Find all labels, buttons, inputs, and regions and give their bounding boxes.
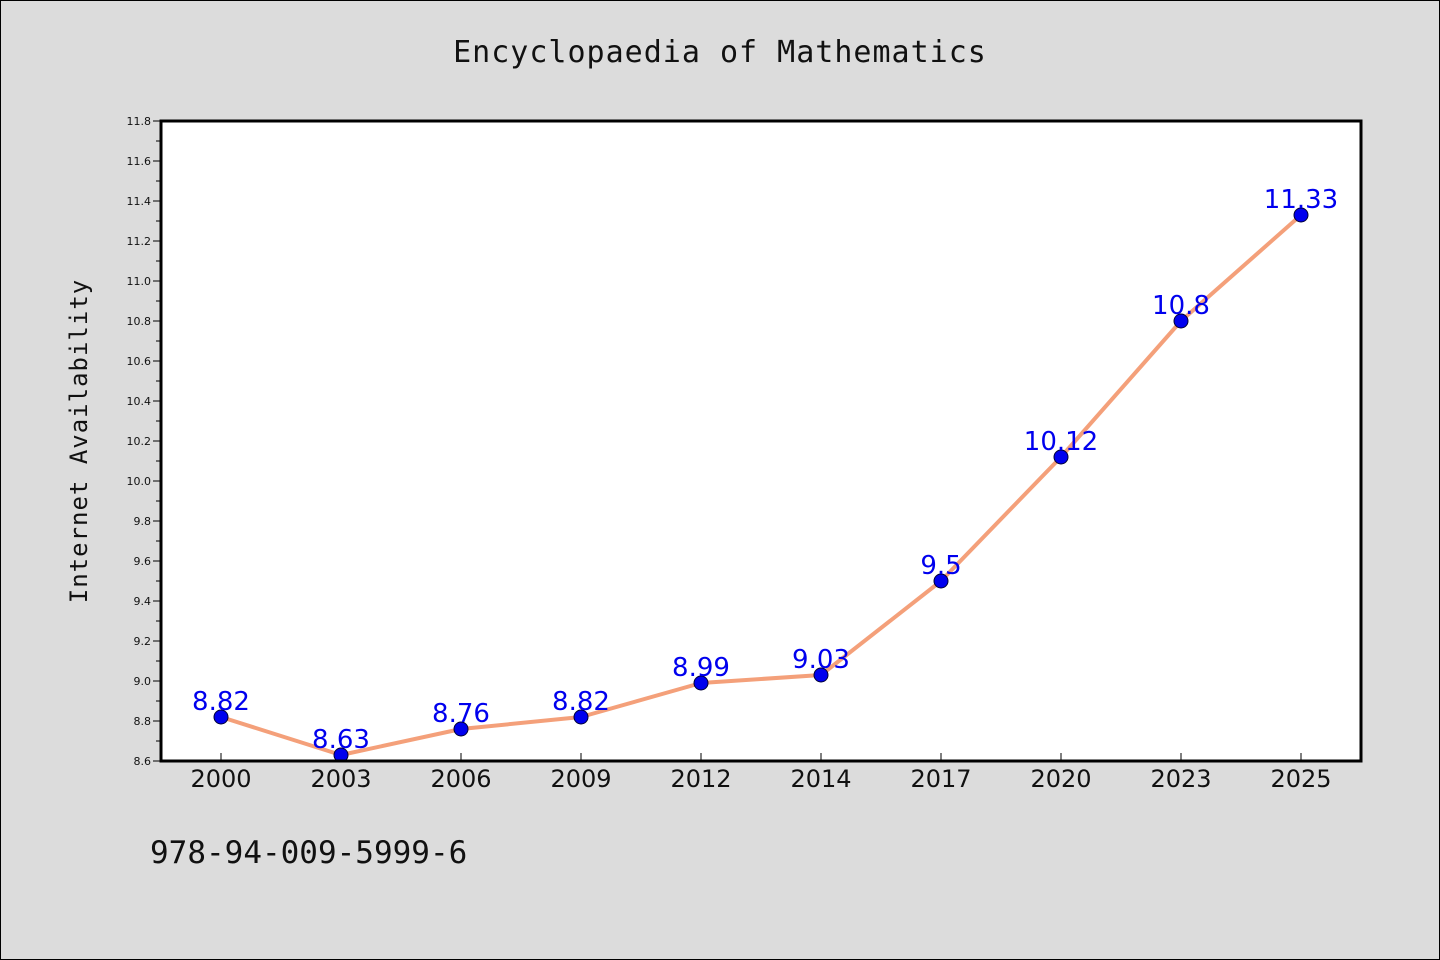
data-label: 9.5 [920,551,961,581]
x-tick-label: 2012 [670,765,731,793]
data-point [213,709,229,725]
y-tick-label: 8.8 [134,715,152,728]
x-tick-label: 2023 [1150,765,1211,793]
x-tick-label: 2025 [1270,765,1331,793]
y-tick-label: 11.2 [127,235,152,248]
data-label: 10.8 [1152,291,1210,321]
y-axis: 8.6 8.8 9.0 9.2 9.4 9.6 9.8 10.0 10.2 10.4 10.6 10.… [127,115,161,768]
data-label: 8.76 [432,699,490,729]
isbn-footer: 978-94-009-5999-6 [150,835,468,871]
plot-frame [159,119,1363,763]
data-point [453,721,469,737]
y-tick-label: 9.2 [134,635,152,648]
y-tick-label: 10.4 [127,395,152,408]
x-tick-label: 2000 [190,765,251,793]
data-point [693,675,709,691]
data-point [1293,207,1309,223]
x-tick-label: 2017 [910,765,971,793]
y-axis-label: Internet Availability [65,279,93,603]
data-label: 11.33 [1264,185,1338,215]
series-line [220,213,1303,757]
y-tick-label: 9.4 [134,595,152,608]
data-label: 8.82 [552,687,610,717]
y-tick-label: 11.6 [127,155,152,168]
data-point [933,573,949,589]
y-tick-label: 11.4 [127,195,152,208]
plot-area [161,121,1361,761]
data-label: 10.12 [1024,427,1098,457]
y-tick-label: 8.6 [134,755,152,768]
data-label: 8.82 [192,687,250,717]
y-tick-label: 10.6 [127,355,152,368]
data-label: 9.03 [792,645,850,675]
x-tick-label: 2003 [310,765,371,793]
data-label: 8.99 [672,653,730,683]
series-group: 8.82 8.63 8.76 8.82 8.99 9.03 9.5 10.12 10.8 11.3… [192,185,1338,763]
y-tick-label: 9.8 [134,515,152,528]
y-tick-label: 11.0 [127,275,152,288]
chart-title: Encyclopaedia of Mathematics [453,35,987,70]
x-tick-label: 2014 [790,765,851,793]
data-point [1173,313,1189,329]
data-point [573,709,589,725]
y-tick-label: 10.8 [127,315,152,328]
x-tick-label: 2020 [1030,765,1091,793]
x-tick-label: 2006 [430,765,491,793]
data-point [813,667,829,683]
data-point [1053,449,1069,465]
y-tick-label: 9.0 [134,675,152,688]
y-tick-label: 10.2 [127,435,152,448]
x-axis: 2000 2003 2006 2009 2012 2014 2017 2020 2023 2025 [190,753,1332,793]
y-tick-label: 9.6 [134,555,152,568]
y-tick-label: 11.8 [127,115,152,128]
y-tick-label: 10.0 [127,475,152,488]
x-tick-label: 2009 [550,765,611,793]
data-label: 8.63 [312,725,370,755]
